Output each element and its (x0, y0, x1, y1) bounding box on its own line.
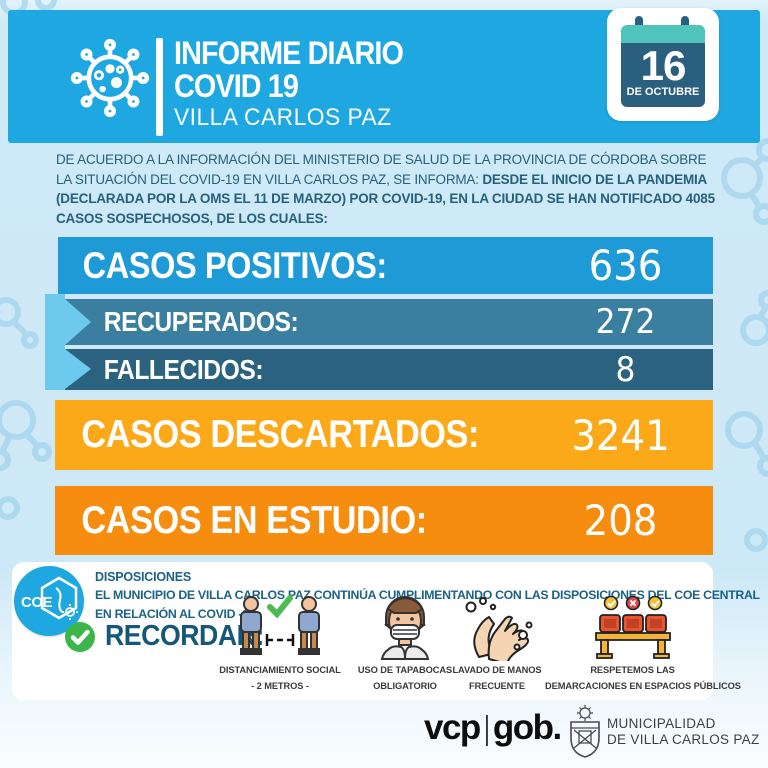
brand-vcp: vcp (424, 708, 481, 747)
disposiciones-text: DISPOSICIONES EL MUNICIPIO DE VILLA CARL… (95, 568, 760, 624)
recordar-label: RECORDAR: (105, 620, 264, 652)
intro-paragraph: DE ACUERDO A LA INFORMACIÓN DEL MINISTER… (56, 150, 718, 228)
title-line-2: COVID 19 (174, 68, 299, 104)
recordar-row: RECORDAR: (64, 620, 278, 653)
social-distancing-icon (240, 595, 320, 655)
stat-value: 636 (588, 241, 663, 290)
vcp-gob-logo: vcp | gob. (424, 708, 562, 748)
picto-caption-line-1: USO DE TAPABOCAS (357, 665, 453, 675)
stat-label: CASOS POSITIVOS: (82, 244, 388, 286)
picto-caption-line-2: DEMARCACIONES EN ESPACIOS PÚBLICOS (545, 680, 741, 691)
picto-hand-washing: LAVADO DE MANOS FRECUENTE (437, 591, 557, 692)
title-subtitle: VILLA CARLOS PAZ (174, 104, 392, 131)
picto-caption-line-1: DISTANCIAMIENTO SOCIAL (219, 665, 341, 675)
report-title: INFORME DIARIO COVID 19 VILLA CARLOS PAZ (174, 37, 428, 133)
picto-caption-line-2: FRECUENTE (469, 680, 525, 691)
picto-caption-line-2: OBLIGATORIO (373, 680, 437, 691)
disposiciones-line-2: EN RELACIÓN AL COVID -19 (95, 607, 256, 621)
stat-label: CASOS EN ESTUDIO: (81, 498, 427, 542)
chevron-right-icon (65, 299, 91, 345)
picto-caption-line-2: - 2 METROS - (251, 680, 309, 691)
stat-bar-fallecidos: FALLECIDOS: 8 (65, 349, 713, 390)
check-circle-icon (65, 621, 95, 652)
stat-label: CASOS DESCARTADOS: (81, 413, 479, 456)
picto-caption-line-1: LAVADO DE MANOS (452, 665, 542, 675)
coe-logo-label: COE (21, 594, 53, 611)
stat-bar-casos-positivos: CASOS POSITIVOS: 636 (58, 237, 713, 294)
calendar-icon: 16 DE OCTUBRE (621, 16, 705, 107)
stat-label: RECUPERADOS: (103, 306, 299, 337)
stat-bar-casos-en-estudio: CASOS EN ESTUDIO: 208 (55, 486, 713, 555)
calendar-header-strip (621, 25, 705, 43)
public-seating-icon (594, 595, 671, 659)
picto-social-distancing: DISTANCIAMIENTO SOCIAL - 2 METROS - (212, 591, 348, 692)
coronavirus-icon (70, 38, 150, 118)
sub-bar-connector (45, 294, 65, 390)
disposiciones-line-1: EL MUNICIPIO DE VILLA CARLOS PAZ CONTINÚ… (95, 588, 760, 602)
stat-value: 208 (583, 496, 658, 545)
brand-separator: | (484, 709, 489, 746)
municipality-crest-icon (570, 705, 600, 758)
stat-label: FALLECIDOS: (103, 353, 264, 385)
face-mask-icon (380, 596, 430, 660)
brand-gob: gob. (492, 708, 562, 747)
calendar-body: 16 DE OCTUBRE (621, 43, 705, 107)
calendar-day: 16 (640, 42, 687, 89)
date-card: 16 DE OCTUBRE (607, 8, 719, 121)
municipality-name: MUNICIPALIDAD DE VILLA CARLOS PAZ (607, 716, 760, 748)
disposiciones-panel (12, 562, 713, 700)
stat-value: 8 (615, 349, 636, 390)
org-line-2: DE VILLA CARLOS PAZ (607, 732, 760, 747)
picto-public-seating: RESPETEMOS LAS DEMARCACIONES EN ESPACIOS… (545, 591, 741, 692)
picto-caption-line-1: RESPETEMOS LAS (590, 665, 675, 675)
stat-value: 272 (595, 302, 656, 342)
title-divider (156, 38, 163, 136)
intro-bold-text: DESDE EL INICIO DE LA PANDEMIA (DECLARAD… (56, 171, 715, 226)
disposiciones-heading: DISPOSICIONES (95, 570, 192, 584)
title-line-1: INFORME DIARIO (174, 35, 404, 71)
picto-face-mask: USO DE TAPABOCAS OBLIGATORIO (345, 591, 465, 692)
stat-bar-recuperados: RECUPERADOS: 272 (65, 299, 713, 345)
stat-value: 3241 (571, 410, 670, 460)
coe-shield-icon (40, 576, 78, 620)
stat-bar-casos-descartados: CASOS DESCARTADOS: 3241 (55, 400, 713, 470)
chevron-right-icon (65, 349, 91, 389)
hand-washing-icon (465, 597, 533, 661)
org-line-1: MUNICIPALIDAD (607, 716, 716, 731)
calendar-month: DE OCTUBRE (626, 86, 700, 98)
intro-regular-text: DE ACUERDO A LA INFORMACIÓN DEL MINISTER… (56, 152, 707, 187)
